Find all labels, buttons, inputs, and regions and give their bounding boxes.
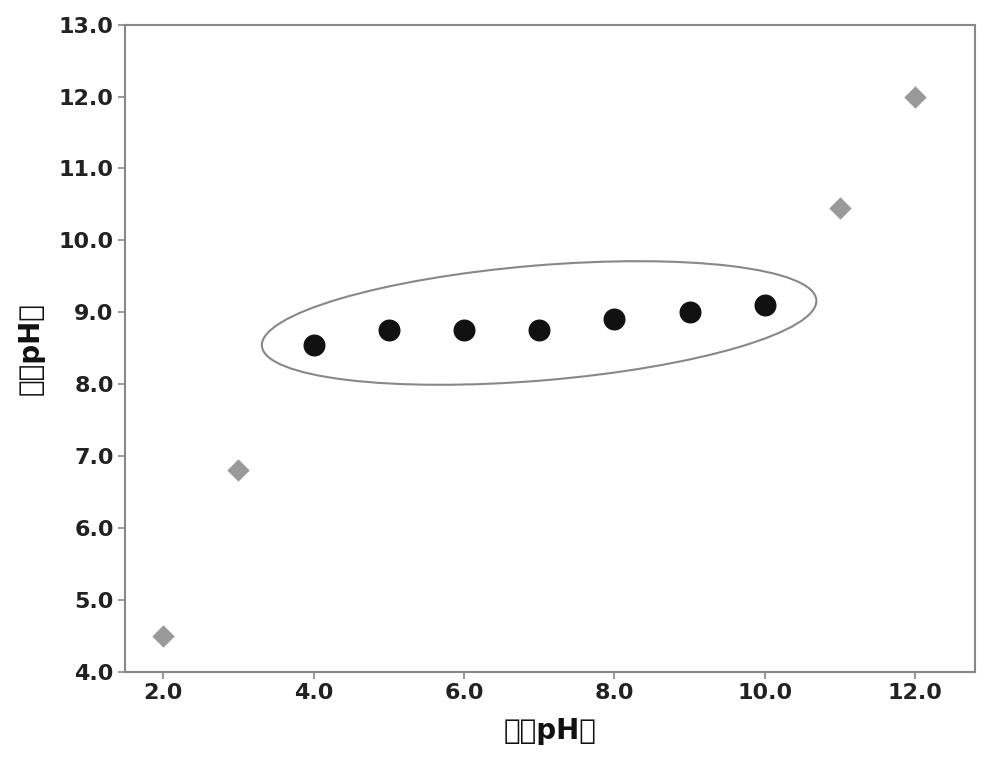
Point — [155, 629, 171, 642]
Point — [531, 324, 547, 336]
Point — [456, 324, 472, 336]
Point — [230, 464, 246, 476]
Point — [306, 338, 321, 351]
Point — [908, 91, 924, 103]
Point — [757, 299, 773, 311]
X-axis label: 初始pH值: 初始pH值 — [504, 717, 597, 745]
Point — [832, 202, 848, 214]
Y-axis label: 平衡pH值: 平衡pH值 — [17, 302, 45, 395]
Point — [682, 306, 697, 319]
Point — [606, 313, 622, 325]
Point — [381, 324, 397, 336]
